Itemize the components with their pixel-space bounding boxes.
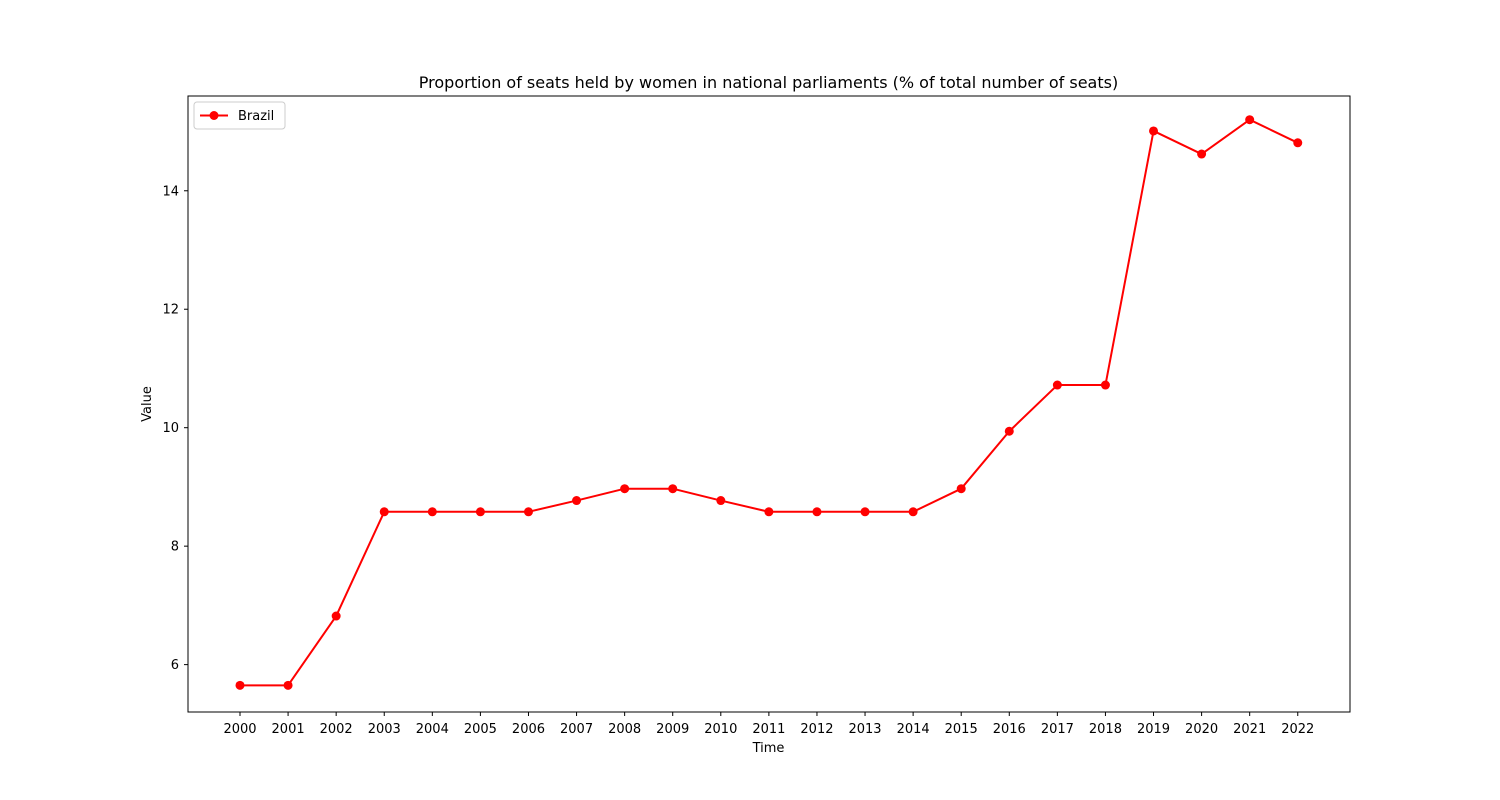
x-tick-label-2021: 2021 [1233, 722, 1266, 737]
series-layer [235, 115, 1303, 690]
x-tick-label-2007: 2007 [560, 722, 593, 737]
data-point-2006 [523, 507, 533, 517]
y-tick-label-12: 12 [162, 303, 179, 318]
data-point-2015 [956, 484, 966, 494]
data-point-2018 [1100, 380, 1110, 390]
x-tick-label-2014: 2014 [897, 722, 930, 737]
data-point-2017 [1052, 380, 1062, 390]
y-axis: 6 8 10 12 14 [162, 184, 188, 673]
x-tick-label-2017: 2017 [1041, 722, 1074, 737]
x-tick-label-2019: 2019 [1137, 722, 1170, 737]
x-tick-label-2001: 2001 [272, 722, 305, 737]
x-tick-label-2000: 2000 [223, 722, 256, 737]
legend-marker [209, 111, 219, 120]
x-tick-label-2005: 2005 [464, 722, 497, 737]
x-tick-label-2002: 2002 [320, 722, 353, 737]
data-point-2008 [620, 484, 630, 494]
data-point-2019 [1149, 126, 1159, 136]
data-point-2009 [668, 484, 678, 494]
data-point-2022 [1293, 138, 1303, 148]
data-point-2010 [716, 496, 726, 506]
legend-box [193, 101, 286, 130]
x-tick-label-2012: 2012 [800, 722, 833, 737]
data-point-2007 [572, 496, 582, 506]
x-tick-label-2022: 2022 [1281, 722, 1314, 737]
x-axis: 2000 2001 2002 2003 2004 2005 2006 2007 2008 2009… [223, 712, 1314, 737]
legend-label: Brazil [238, 109, 274, 124]
data-point-2021 [1245, 115, 1255, 125]
x-tick-label-2018: 2018 [1089, 722, 1122, 737]
chart-title: Proportion of seats held by women in nat… [419, 73, 1118, 92]
x-tick-label-2016: 2016 [993, 722, 1026, 737]
x-axis-label: Time [752, 741, 785, 756]
data-point-2004 [427, 507, 437, 517]
y-tick-label-8: 8 [171, 540, 179, 555]
data-point-2020 [1197, 149, 1207, 159]
data-point-2005 [475, 507, 485, 517]
x-tick-label-2004: 2004 [416, 722, 449, 737]
x-tick-label-2008: 2008 [608, 722, 641, 737]
data-point-2002 [331, 611, 341, 621]
data-point-2011 [764, 507, 774, 517]
x-tick-label-2015: 2015 [945, 722, 978, 737]
y-tick-label-10: 10 [162, 421, 179, 436]
x-tick-label-2006: 2006 [512, 722, 545, 737]
data-point-2012 [812, 507, 822, 517]
x-tick-label-2013: 2013 [848, 722, 881, 737]
data-point-2014 [908, 507, 918, 517]
data-point-2001 [283, 680, 293, 690]
y-tick-label-14: 14 [162, 184, 179, 199]
y-tick-label-6: 6 [171, 658, 179, 673]
data-point-2016 [1004, 426, 1014, 436]
data-point-2000 [235, 680, 245, 690]
data-point-2013 [860, 507, 870, 517]
legend: Brazil [193, 101, 286, 130]
x-tick-label-2020: 2020 [1185, 722, 1218, 737]
x-tick-label-2011: 2011 [752, 722, 785, 737]
y-axis-label: Value [140, 386, 155, 422]
x-tick-label-2010: 2010 [704, 722, 737, 737]
x-tick-label-2009: 2009 [656, 722, 689, 737]
x-tick-label-2003: 2003 [368, 722, 401, 737]
data-point-2003 [379, 507, 389, 517]
series-line-0 [240, 118, 1299, 687]
plot-area [187, 95, 1351, 713]
